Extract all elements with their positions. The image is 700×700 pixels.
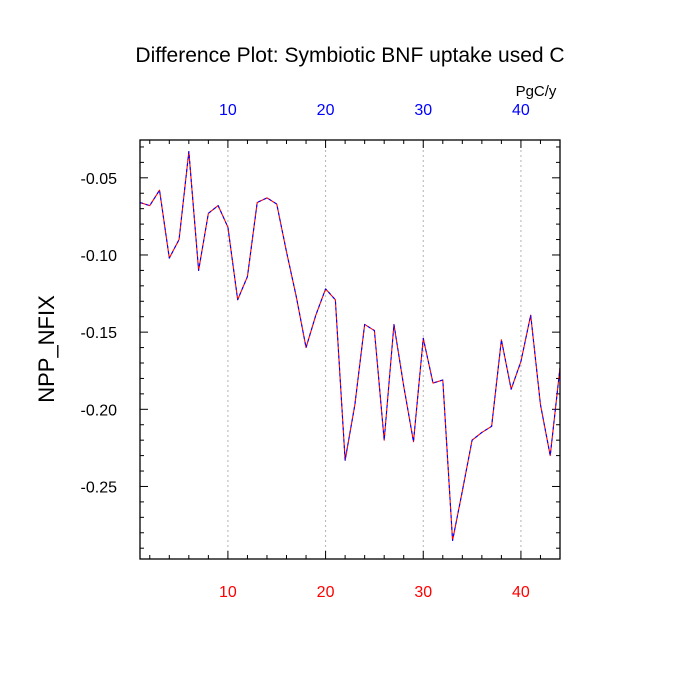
y-tick-label: -0.20 [81, 402, 118, 419]
y-axis-label: NPP_NFIX [34, 295, 59, 403]
x-tick-label-bottom: 20 [317, 584, 335, 601]
y-tick-label: -0.25 [81, 479, 118, 496]
units-label: PgC/y [516, 83, 557, 100]
x-tick-label-top: 20 [317, 102, 335, 119]
x-tick-label-bottom: 40 [512, 584, 530, 601]
axis-ticks [140, 140, 561, 559]
plot-frame [139, 139, 561, 560]
grid-lines [227, 140, 522, 559]
y-tick-label: -0.10 [81, 248, 118, 265]
tick-labels: 10 10 20 20 30 30 40 40 -0.05 -0.10 -0.15 -0.20 -0.2… [81, 102, 530, 601]
series-line-red [140, 151, 560, 542]
series [140, 151, 560, 542]
x-tick-label-top: 40 [512, 102, 530, 119]
x-tick-label-top: 30 [414, 102, 432, 119]
chart-title: Difference Plot: Symbiotic BNF uptake us… [135, 44, 564, 67]
x-tick-label-bottom: 10 [219, 584, 237, 601]
x-tick-label-top: 10 [219, 102, 237, 119]
series-line-blue [140, 151, 560, 542]
y-tick-label: -0.05 [81, 171, 118, 188]
y-tick-label: -0.15 [81, 325, 118, 342]
x-tick-label-bottom: 30 [414, 584, 432, 601]
